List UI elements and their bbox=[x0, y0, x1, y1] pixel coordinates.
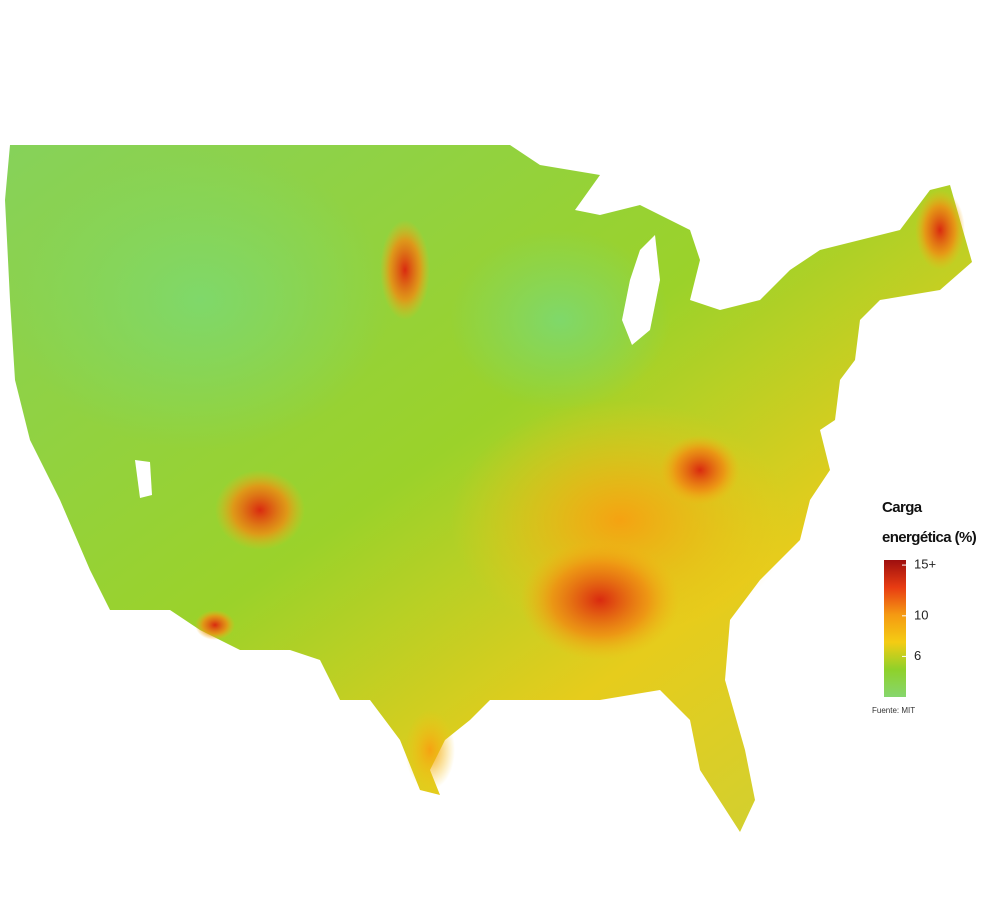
region-cool bbox=[450, 230, 670, 410]
region-hot bbox=[195, 610, 235, 640]
region-hot bbox=[520, 540, 680, 660]
lake bbox=[135, 460, 152, 498]
legend-title: Carga bbox=[882, 499, 923, 516]
region-warm bbox=[405, 710, 455, 790]
map bbox=[5, 145, 972, 832]
region-hot bbox=[660, 435, 740, 505]
source: Fuente: MIT bbox=[872, 706, 915, 715]
region-cool bbox=[10, 150, 390, 450]
lake-michigan bbox=[622, 235, 660, 345]
tick-label: 6 bbox=[914, 648, 921, 663]
tick-label: 10 bbox=[914, 607, 928, 622]
region-hot bbox=[380, 220, 430, 320]
region-hot bbox=[915, 190, 965, 270]
legend-title: energética (%) bbox=[882, 529, 977, 546]
region-hot bbox=[215, 470, 305, 550]
color-bar bbox=[884, 560, 906, 697]
legend: Carga energética (%) Fuente: MIT 15+ 10 6 bbox=[872, 499, 977, 715]
tick-label: 15+ bbox=[914, 557, 936, 572]
